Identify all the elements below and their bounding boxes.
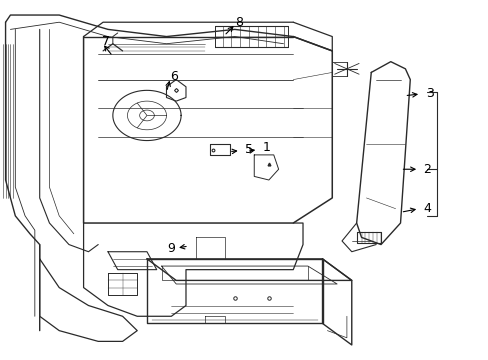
Text: 3: 3 — [425, 87, 433, 100]
Text: 8: 8 — [235, 16, 243, 29]
Text: 1: 1 — [262, 141, 270, 154]
Text: 2: 2 — [423, 163, 430, 176]
Text: 5: 5 — [245, 143, 253, 156]
Text: 9: 9 — [167, 242, 175, 255]
Text: 6: 6 — [169, 69, 177, 82]
Text: 4: 4 — [423, 202, 430, 215]
Text: 7: 7 — [102, 35, 109, 49]
